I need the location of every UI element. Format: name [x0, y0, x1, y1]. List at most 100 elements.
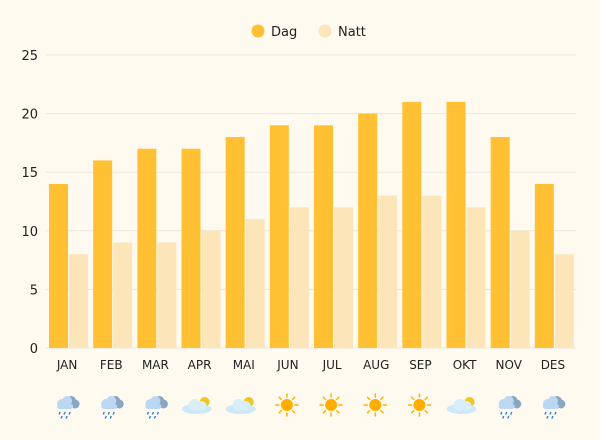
cloud	[542, 404, 559, 409]
y-tick-label: 25	[21, 49, 38, 64]
raindrop	[549, 411, 552, 415]
raindrop	[151, 411, 155, 415]
raindrop	[65, 415, 68, 419]
sun-ray	[322, 409, 327, 414]
bar-dag-sep	[402, 101, 422, 348]
cloud	[145, 404, 162, 409]
raindrop	[551, 415, 554, 419]
y-tick-label: 20	[21, 108, 38, 123]
cloud	[57, 404, 74, 409]
raindrop	[502, 415, 505, 419]
sun-ray	[335, 409, 340, 414]
bar-natt-des	[554, 254, 574, 348]
raindrop	[554, 411, 557, 415]
cloud	[498, 404, 515, 409]
bar-dag-apr	[181, 148, 201, 348]
cloud	[461, 401, 472, 411]
x-tick-label: NOV	[496, 358, 523, 372]
y-tick-label: 0	[30, 342, 38, 357]
bar-natt-nov	[510, 230, 530, 348]
cloud	[196, 401, 207, 411]
x-tick-label: DES	[541, 358, 565, 372]
x-tick-label: OKT	[453, 358, 477, 372]
bar-dag-jun	[269, 125, 289, 348]
bar-natt-feb	[113, 242, 133, 348]
partly-cloudy-icon	[446, 397, 477, 414]
x-tick-label: SEP	[409, 358, 431, 372]
bar-dag-okt	[446, 101, 466, 348]
cloud	[150, 396, 161, 406]
raindrop	[507, 415, 510, 419]
sun-ray	[410, 396, 415, 401]
rain-icon	[498, 396, 522, 419]
legend-marker-dag	[251, 24, 265, 38]
sun-icon	[407, 393, 432, 417]
raindrop	[505, 411, 508, 415]
bar-natt-mar	[157, 242, 177, 348]
sun-ray	[366, 396, 371, 401]
raindrop	[68, 411, 71, 415]
raindrop	[500, 411, 503, 415]
raindrop	[107, 411, 110, 415]
partly-cloudy-icon	[181, 397, 212, 414]
bar-natt-okt	[466, 207, 486, 348]
sun-disc	[280, 399, 293, 411]
legend-marker-natt	[318, 24, 332, 38]
bar-dag-jan	[49, 183, 68, 348]
sun-ray	[335, 396, 340, 401]
cloud	[106, 396, 117, 406]
bar-natt-aug	[378, 195, 398, 348]
sun-ray	[424, 409, 428, 414]
raindrop	[546, 415, 549, 419]
x-tick-label: AUG	[363, 358, 389, 372]
sun-ray	[322, 396, 327, 401]
x-tick-label: MAR	[142, 358, 169, 372]
raindrop	[102, 411, 105, 415]
x-tick-label: JAN	[56, 358, 78, 372]
raindrop	[156, 411, 160, 415]
partly-cloudy-icon	[225, 397, 256, 414]
bar-dag-mai	[225, 137, 245, 348]
cloud	[62, 396, 73, 406]
sun-ray	[380, 396, 384, 401]
bar-dag-aug	[358, 113, 378, 348]
raindrop	[60, 415, 63, 419]
bar-natt-mai	[245, 219, 265, 348]
raindrop	[146, 411, 150, 415]
sun-disc	[325, 399, 338, 411]
raindrop	[58, 411, 61, 415]
sun-icon	[363, 393, 387, 417]
raindrop	[544, 411, 547, 415]
bar-dag-jul	[314, 125, 333, 348]
raindrop	[63, 411, 66, 415]
cloud	[547, 396, 558, 406]
sun-ray	[278, 396, 283, 401]
raindrop	[148, 415, 152, 419]
x-tick-label: JUL	[322, 358, 342, 372]
raindrop	[510, 411, 513, 415]
x-tick-label: JUN	[276, 358, 298, 372]
legend-label: Natt	[338, 25, 366, 40]
raindrop	[104, 415, 107, 419]
rain-icon	[542, 396, 566, 419]
bar-natt-sep	[422, 195, 442, 348]
sun-icon	[319, 393, 343, 417]
rain-icon	[57, 396, 80, 419]
bar-natt-apr	[201, 230, 221, 348]
cloud	[101, 404, 118, 409]
bar-dag-mar	[137, 148, 157, 348]
sun-disc	[369, 399, 382, 411]
sun-ray	[380, 409, 384, 414]
bar-natt-jul	[334, 207, 353, 348]
cloud	[240, 401, 251, 411]
x-tick-label: APR	[188, 358, 212, 372]
sun-ray	[291, 409, 296, 414]
sun-ray	[424, 396, 428, 401]
legend-label: Dag	[271, 25, 297, 40]
rain-icon	[101, 396, 124, 419]
y-tick-label: 15	[21, 166, 38, 181]
bar-dag-nov	[490, 137, 510, 348]
sun-ray	[366, 409, 371, 414]
x-tick-label: FEB	[100, 358, 123, 372]
